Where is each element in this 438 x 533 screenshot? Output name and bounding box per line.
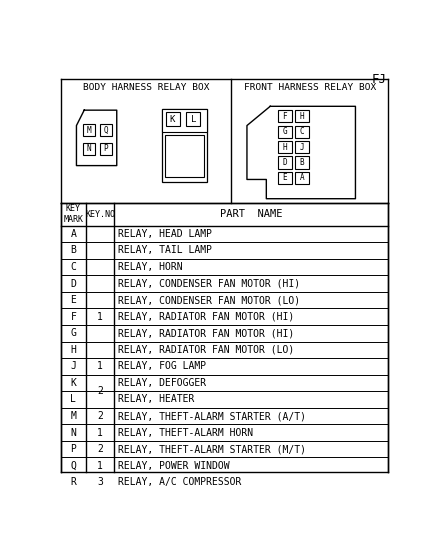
Text: E: E: [283, 173, 287, 182]
Text: 2: 2: [97, 386, 103, 396]
Text: RELAY, TAIL LAMP: RELAY, TAIL LAMP: [117, 246, 212, 255]
Text: P: P: [71, 444, 76, 454]
Bar: [100, 124, 112, 136]
Text: PART  NAME: PART NAME: [220, 209, 283, 219]
Text: L: L: [191, 115, 196, 124]
Text: C: C: [300, 127, 304, 136]
Text: D: D: [283, 158, 287, 167]
Text: M: M: [71, 411, 76, 421]
Text: C: C: [71, 262, 76, 272]
Text: RELAY, THEFT-ALARM STARTER (M/T): RELAY, THEFT-ALARM STARTER (M/T): [117, 444, 306, 454]
Bar: [278, 172, 292, 184]
Text: RELAY, HEAD LAMP: RELAY, HEAD LAMP: [117, 229, 212, 239]
Text: M: M: [87, 126, 91, 135]
Text: E: E: [71, 295, 76, 305]
Bar: [162, 109, 207, 182]
Text: 1: 1: [97, 361, 103, 372]
Text: RELAY, RADIATOR FAN MOTOR (HI): RELAY, RADIATOR FAN MOTOR (HI): [117, 328, 294, 338]
Bar: [100, 142, 112, 155]
Text: FRONT HARNESS RELAY BOX: FRONT HARNESS RELAY BOX: [244, 83, 376, 92]
Text: B: B: [71, 246, 76, 255]
Text: A: A: [300, 173, 304, 182]
Text: G: G: [283, 127, 287, 136]
Bar: [162, 109, 207, 132]
Bar: [295, 126, 309, 138]
Text: RELAY, THEFT-ALARM STARTER (A/T): RELAY, THEFT-ALARM STARTER (A/T): [117, 411, 306, 421]
Text: A: A: [71, 229, 76, 239]
Text: Q: Q: [71, 461, 76, 471]
Text: K: K: [170, 115, 175, 124]
Bar: [83, 142, 95, 155]
Text: F: F: [71, 312, 76, 322]
Text: B: B: [300, 158, 304, 167]
Text: 1: 1: [97, 461, 103, 471]
Text: RELAY, CONDENSER FAN MOTOR (HI): RELAY, CONDENSER FAN MOTOR (HI): [117, 279, 300, 288]
Text: H: H: [283, 143, 287, 151]
Text: RELAY, A/C COMPRESSOR: RELAY, A/C COMPRESSOR: [117, 477, 241, 487]
Text: R: R: [71, 477, 76, 487]
Text: H: H: [300, 112, 304, 121]
Bar: [278, 110, 292, 123]
Text: RELAY, POWER WINDOW: RELAY, POWER WINDOW: [117, 461, 229, 471]
Text: RELAY, DEFOGGER: RELAY, DEFOGGER: [117, 378, 206, 388]
Text: D: D: [71, 279, 76, 288]
Text: N: N: [87, 144, 91, 153]
Text: L: L: [71, 394, 76, 405]
Bar: [295, 172, 309, 184]
Text: G: G: [71, 328, 76, 338]
Bar: [187, 112, 201, 126]
Bar: [278, 141, 292, 154]
Text: J: J: [300, 143, 304, 151]
Text: RELAY, HORN: RELAY, HORN: [117, 262, 182, 272]
Text: BODY HARNESS RELAY BOX: BODY HARNESS RELAY BOX: [83, 83, 209, 92]
Text: 1: 1: [97, 312, 103, 322]
Text: K: K: [71, 378, 76, 388]
Text: J: J: [71, 361, 76, 372]
Bar: [83, 124, 95, 136]
Bar: [165, 135, 204, 177]
Text: P: P: [104, 144, 108, 153]
Text: 3: 3: [97, 477, 103, 487]
Text: KEY
MARK: KEY MARK: [64, 205, 83, 224]
Bar: [295, 141, 309, 154]
Text: 2: 2: [97, 444, 103, 454]
Text: Q: Q: [104, 126, 108, 135]
Text: H: H: [71, 345, 76, 355]
Bar: [295, 110, 309, 123]
Text: RELAY, FOG LAMP: RELAY, FOG LAMP: [117, 361, 206, 372]
Text: KEY.NO: KEY.NO: [85, 209, 115, 219]
Text: FJ: FJ: [371, 73, 386, 86]
Text: RELAY, RADIATOR FAN MOTOR (HI): RELAY, RADIATOR FAN MOTOR (HI): [117, 312, 294, 322]
Text: RELAY, CONDENSER FAN MOTOR (LO): RELAY, CONDENSER FAN MOTOR (LO): [117, 295, 300, 305]
Text: N: N: [71, 427, 76, 438]
Bar: [278, 156, 292, 168]
Text: F: F: [283, 112, 287, 121]
Bar: [278, 126, 292, 138]
Text: RELAY, THEFT-ALARM HORN: RELAY, THEFT-ALARM HORN: [117, 427, 253, 438]
Text: RELAY, HEATER: RELAY, HEATER: [117, 394, 194, 405]
Bar: [295, 156, 309, 168]
Text: 1: 1: [97, 427, 103, 438]
Bar: [166, 112, 180, 126]
Text: RELAY, RADIATOR FAN MOTOR (LO): RELAY, RADIATOR FAN MOTOR (LO): [117, 345, 294, 355]
Text: 2: 2: [97, 411, 103, 421]
